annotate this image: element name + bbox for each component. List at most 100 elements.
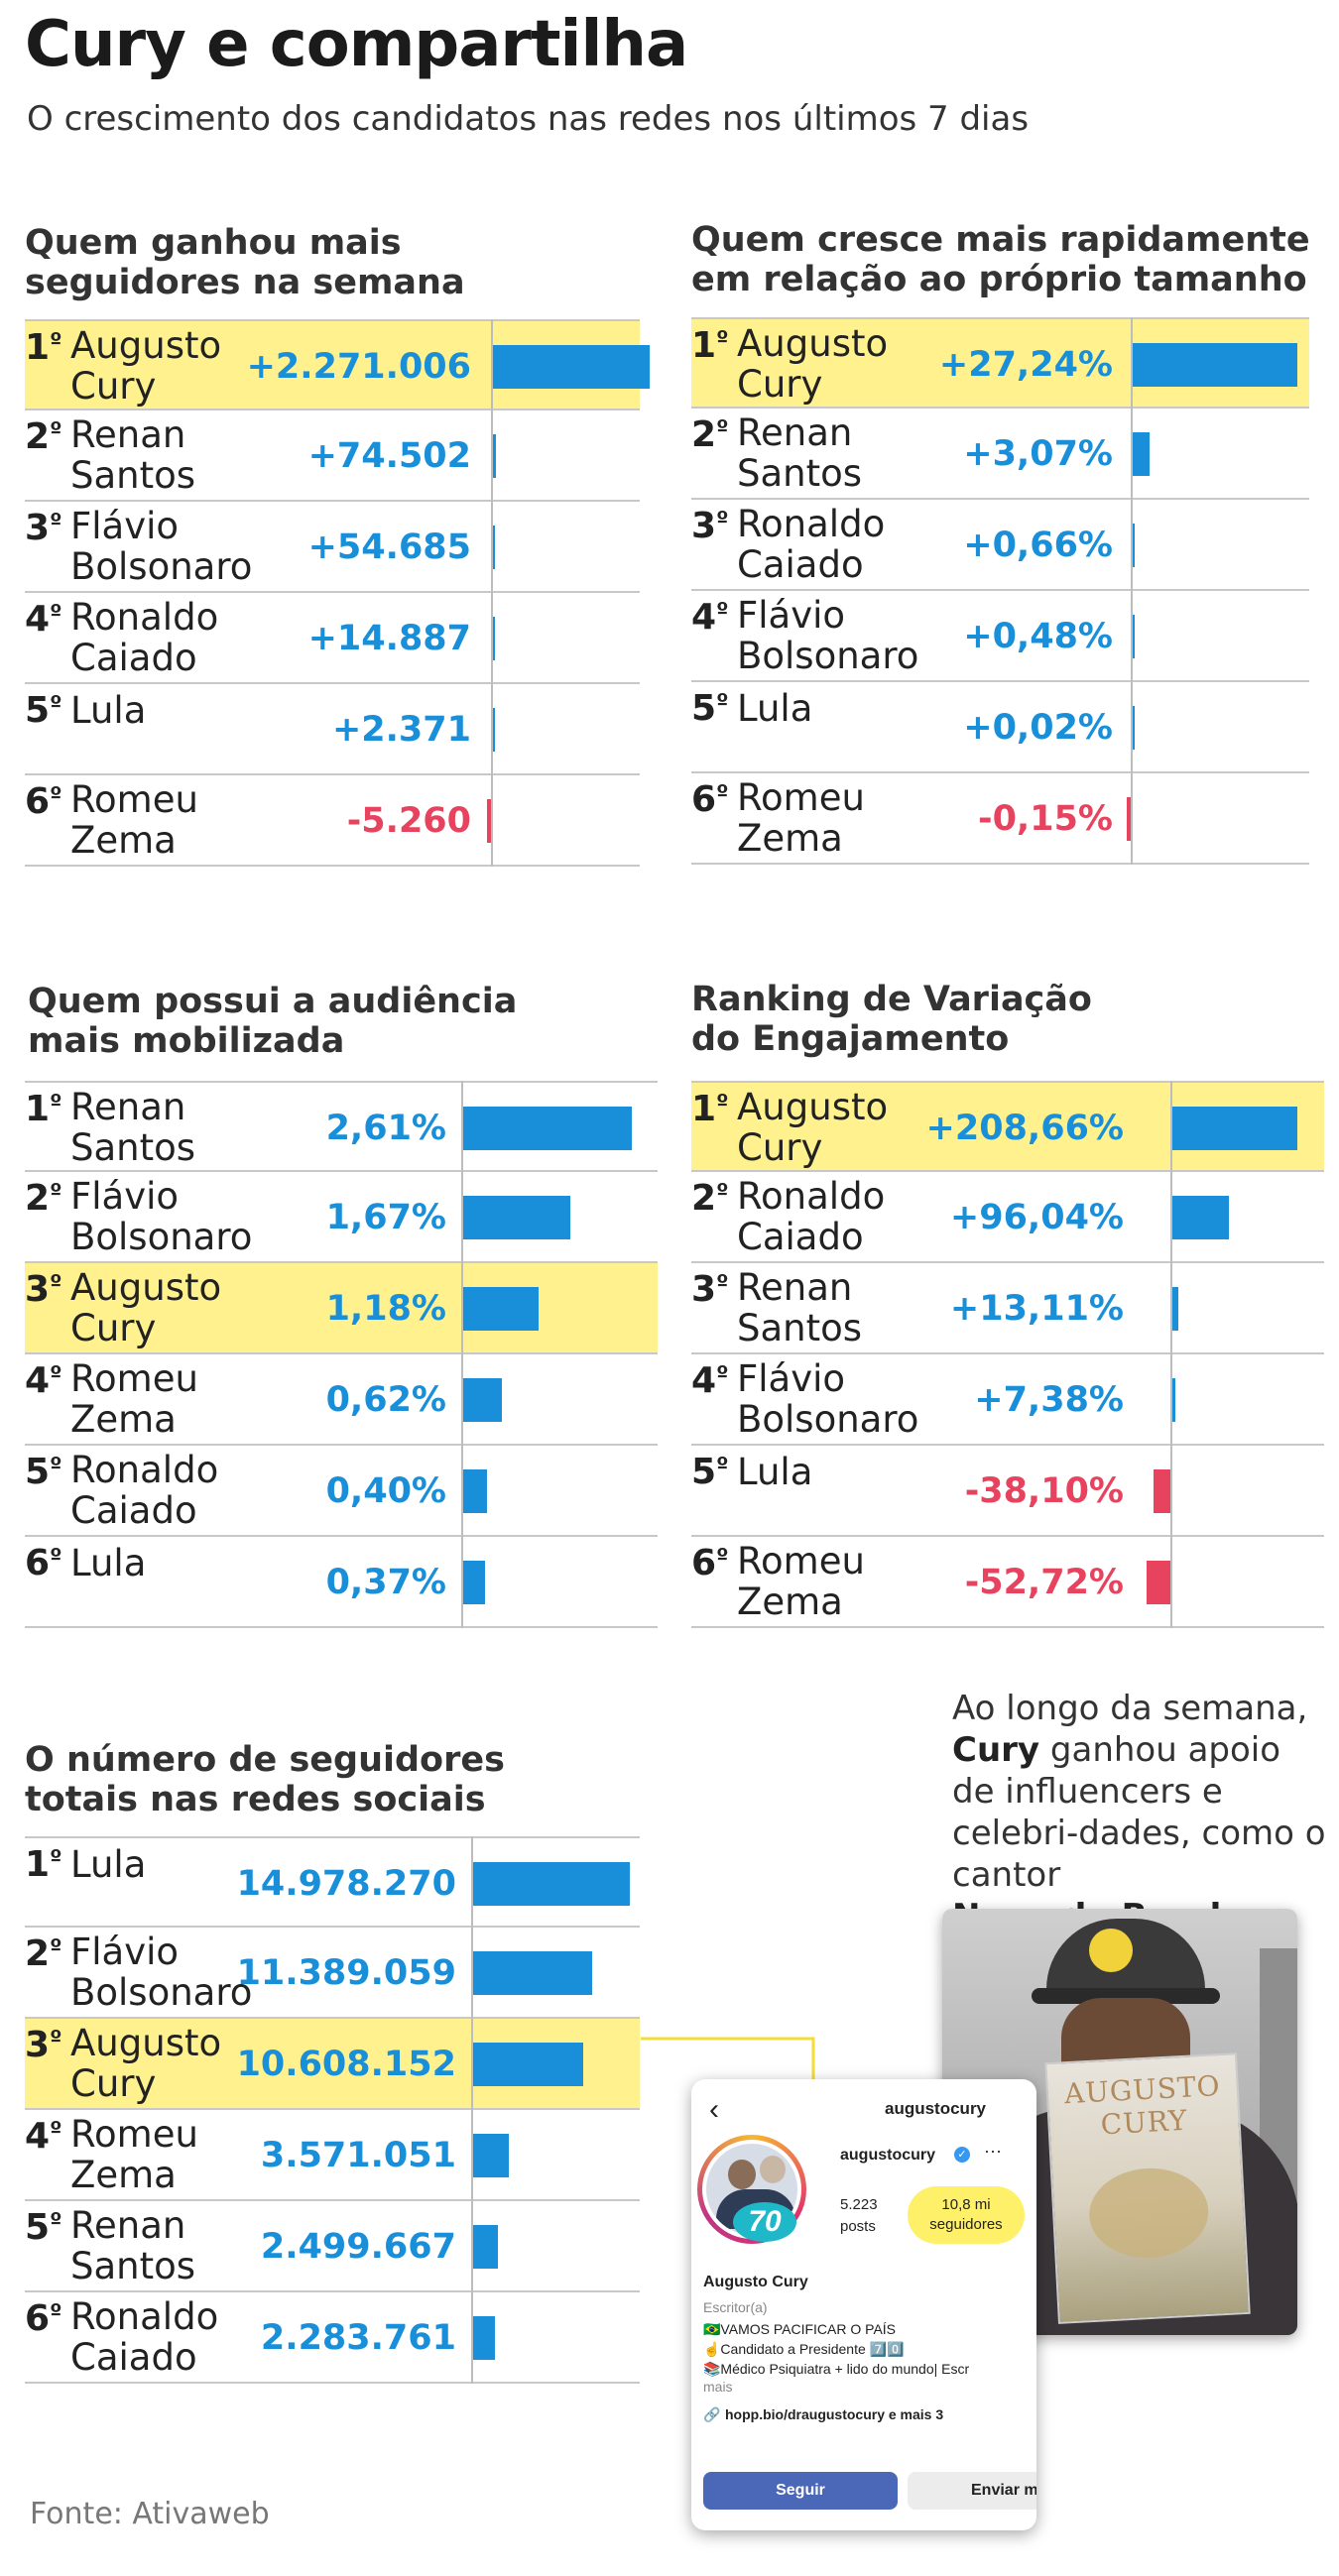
follow-button[interactable]: Seguir xyxy=(703,2472,898,2510)
rank-label: 5º xyxy=(691,688,729,729)
bar xyxy=(487,799,491,843)
bar xyxy=(461,1196,571,1239)
bar xyxy=(461,1287,539,1331)
data-label: +54.685 xyxy=(307,527,471,567)
data-label: 2,61% xyxy=(325,1109,446,1148)
candidate-name: Flávio Bolsonaro xyxy=(70,505,253,588)
candidate-name: Lula xyxy=(70,1542,147,1584)
source-note: Fonte: Ativaweb xyxy=(30,2497,270,2531)
rank-label: 1º xyxy=(691,325,729,366)
ranking-row: 4º Flávio Bolsonaro +7,38% xyxy=(691,1354,1324,1446)
book-cover: AUGUSTO CURY xyxy=(1044,2052,1251,2324)
ig-link[interactable]: hopp.bio/draugustocury e mais 3 xyxy=(725,2406,944,2422)
page-subtitle: O crescimento dos candidatos nas redes n… xyxy=(27,99,1030,139)
bar xyxy=(1131,524,1136,567)
ig-category: Escritor(a) xyxy=(703,2299,768,2315)
back-arrow-icon[interactable]: ‹ xyxy=(709,2093,719,2126)
ranking-row: 5º Ronaldo Caiado 0,40% xyxy=(25,1446,658,1537)
bar xyxy=(471,2316,496,2360)
data-label: -52,72% xyxy=(964,1563,1124,1602)
data-label: 2.499.667 xyxy=(260,2227,456,2267)
bar xyxy=(461,1107,632,1150)
bar xyxy=(1127,797,1131,841)
rank-label: 4º xyxy=(25,2116,62,2157)
rank-label: 4º xyxy=(25,1360,62,1401)
ranking-row: 4º Ronaldo Caiado +14.887 xyxy=(25,593,640,684)
ranking-row: 6º Ronaldo Caiado 2.283.761 xyxy=(25,2292,640,2384)
ranking-row: 5º Lula +0,02% xyxy=(691,682,1309,773)
bar xyxy=(1131,615,1135,658)
ig-bio-line3: 📚Médico Psiquiatra + lido do mundo| Escr xyxy=(703,2361,970,2377)
bar-axis xyxy=(471,1836,473,2384)
ranking-row: 3º Augusto Cury 10.608.152 xyxy=(25,2019,640,2110)
rank-label: 2º xyxy=(25,416,62,457)
ig-bio-more[interactable]: mais xyxy=(703,2379,733,2395)
bar xyxy=(1170,1107,1297,1150)
more-icon[interactable]: ··· xyxy=(984,2141,1002,2161)
ranking-row: 2º Renan Santos +74.502 xyxy=(25,410,640,502)
data-label: +96,04% xyxy=(949,1198,1124,1237)
candidate-name: Augusto Cury xyxy=(70,324,222,408)
book-title: AUGUSTO CURY xyxy=(1063,2069,1222,2142)
data-label: +13,11% xyxy=(949,1289,1124,1329)
ranking-row: 1º Augusto Cury +208,66% xyxy=(691,1081,1324,1172)
ranking-row: 6º Romeu Zema -52,72% xyxy=(691,1537,1324,1628)
bar xyxy=(491,617,495,660)
message-button[interactable]: Enviar m xyxy=(908,2472,1036,2510)
candidate-name: Flávio Bolsonaro xyxy=(737,1357,919,1441)
rank-label: 6º xyxy=(691,1543,729,1583)
ranking-table: 1º Lula 14.978.270 2º Flávio Bolsonaro 11.389… xyxy=(25,1836,640,2384)
data-label: 1,67% xyxy=(325,1198,446,1237)
link-icon: 🔗 xyxy=(703,2406,721,2422)
rank-label: 2º xyxy=(25,1933,62,1974)
ig-posts-label: posts xyxy=(840,2218,876,2235)
candidate-name: Renan Santos xyxy=(70,413,196,497)
ig-header-username: augustocury xyxy=(885,2099,987,2118)
candidate-name: Lula xyxy=(737,1451,813,1493)
candidate-name: Romeu Zema xyxy=(70,1357,198,1441)
rank-label: 4º xyxy=(691,1360,729,1401)
ranking-row: 6º Romeu Zema -5.260 xyxy=(25,775,640,867)
data-label: +27,24% xyxy=(938,345,1113,385)
candidate-name: Ronaldo Caiado xyxy=(737,503,886,586)
data-label: +3,07% xyxy=(963,434,1113,474)
chart-title: Quem ganhou mais seguidores na semana xyxy=(25,223,465,302)
ranking-row: 2º Flávio Bolsonaro 1,67% xyxy=(25,1172,658,1263)
rank-label: 3º xyxy=(691,506,729,546)
rank-label: 2º xyxy=(691,1178,729,1219)
data-label: 2.283.761 xyxy=(260,2318,456,2358)
rank-label: 2º xyxy=(25,1178,62,1219)
bar-axis xyxy=(491,319,493,867)
rank-label: 5º xyxy=(25,1452,62,1492)
data-label: 0,40% xyxy=(325,1471,446,1511)
data-label: -5.260 xyxy=(346,801,471,841)
bar xyxy=(471,2043,584,2086)
rank-label: 1º xyxy=(25,1844,62,1885)
avatar[interactable]: 70 xyxy=(697,2135,806,2244)
chart-title: Quem possui a audiência mais mobilizada xyxy=(28,982,518,1061)
candidate-name: Ronaldo Caiado xyxy=(70,1449,219,1532)
side-note-line1: Ao longo da semana, xyxy=(952,1689,1308,1728)
candidate-name: Augusto Cury xyxy=(737,1086,889,1169)
bar-axis xyxy=(461,1081,463,1628)
ig-bio-line2: ☝Candidato a Presidente 7️⃣0️⃣ xyxy=(703,2341,905,2357)
instagram-profile-card: ‹ augustocury 70 augustocury ✓ ··· 5.223… xyxy=(691,2079,1036,2530)
candidate-name: Flávio Bolsonaro xyxy=(70,1175,253,1258)
data-label: -0,15% xyxy=(978,799,1113,839)
bar-axis xyxy=(1131,317,1133,865)
ig-posts-count: 5.223 xyxy=(840,2196,878,2213)
bar xyxy=(461,1469,488,1513)
data-label: +2.371 xyxy=(331,710,471,750)
candidate-name: Romeu Zema xyxy=(737,776,865,860)
rank-label: 6º xyxy=(691,779,729,820)
data-label: +0,66% xyxy=(963,526,1113,565)
bar-axis xyxy=(1170,1081,1172,1628)
side-note: Ao longo da semana, Cury ganhou apoio de… xyxy=(952,1688,1329,1937)
chart-title: Ranking de Variação do Engajamento xyxy=(691,980,1092,1059)
candidate-name: Ronaldo Caiado xyxy=(70,596,219,679)
candidate-name: Renan Santos xyxy=(737,411,863,495)
candidate-name: Renan Santos xyxy=(70,1086,196,1169)
followers-highlight xyxy=(908,2186,1025,2244)
chart-title: Quem cresce mais rapidamente em relação … xyxy=(691,220,1310,299)
bar xyxy=(1147,1561,1170,1604)
